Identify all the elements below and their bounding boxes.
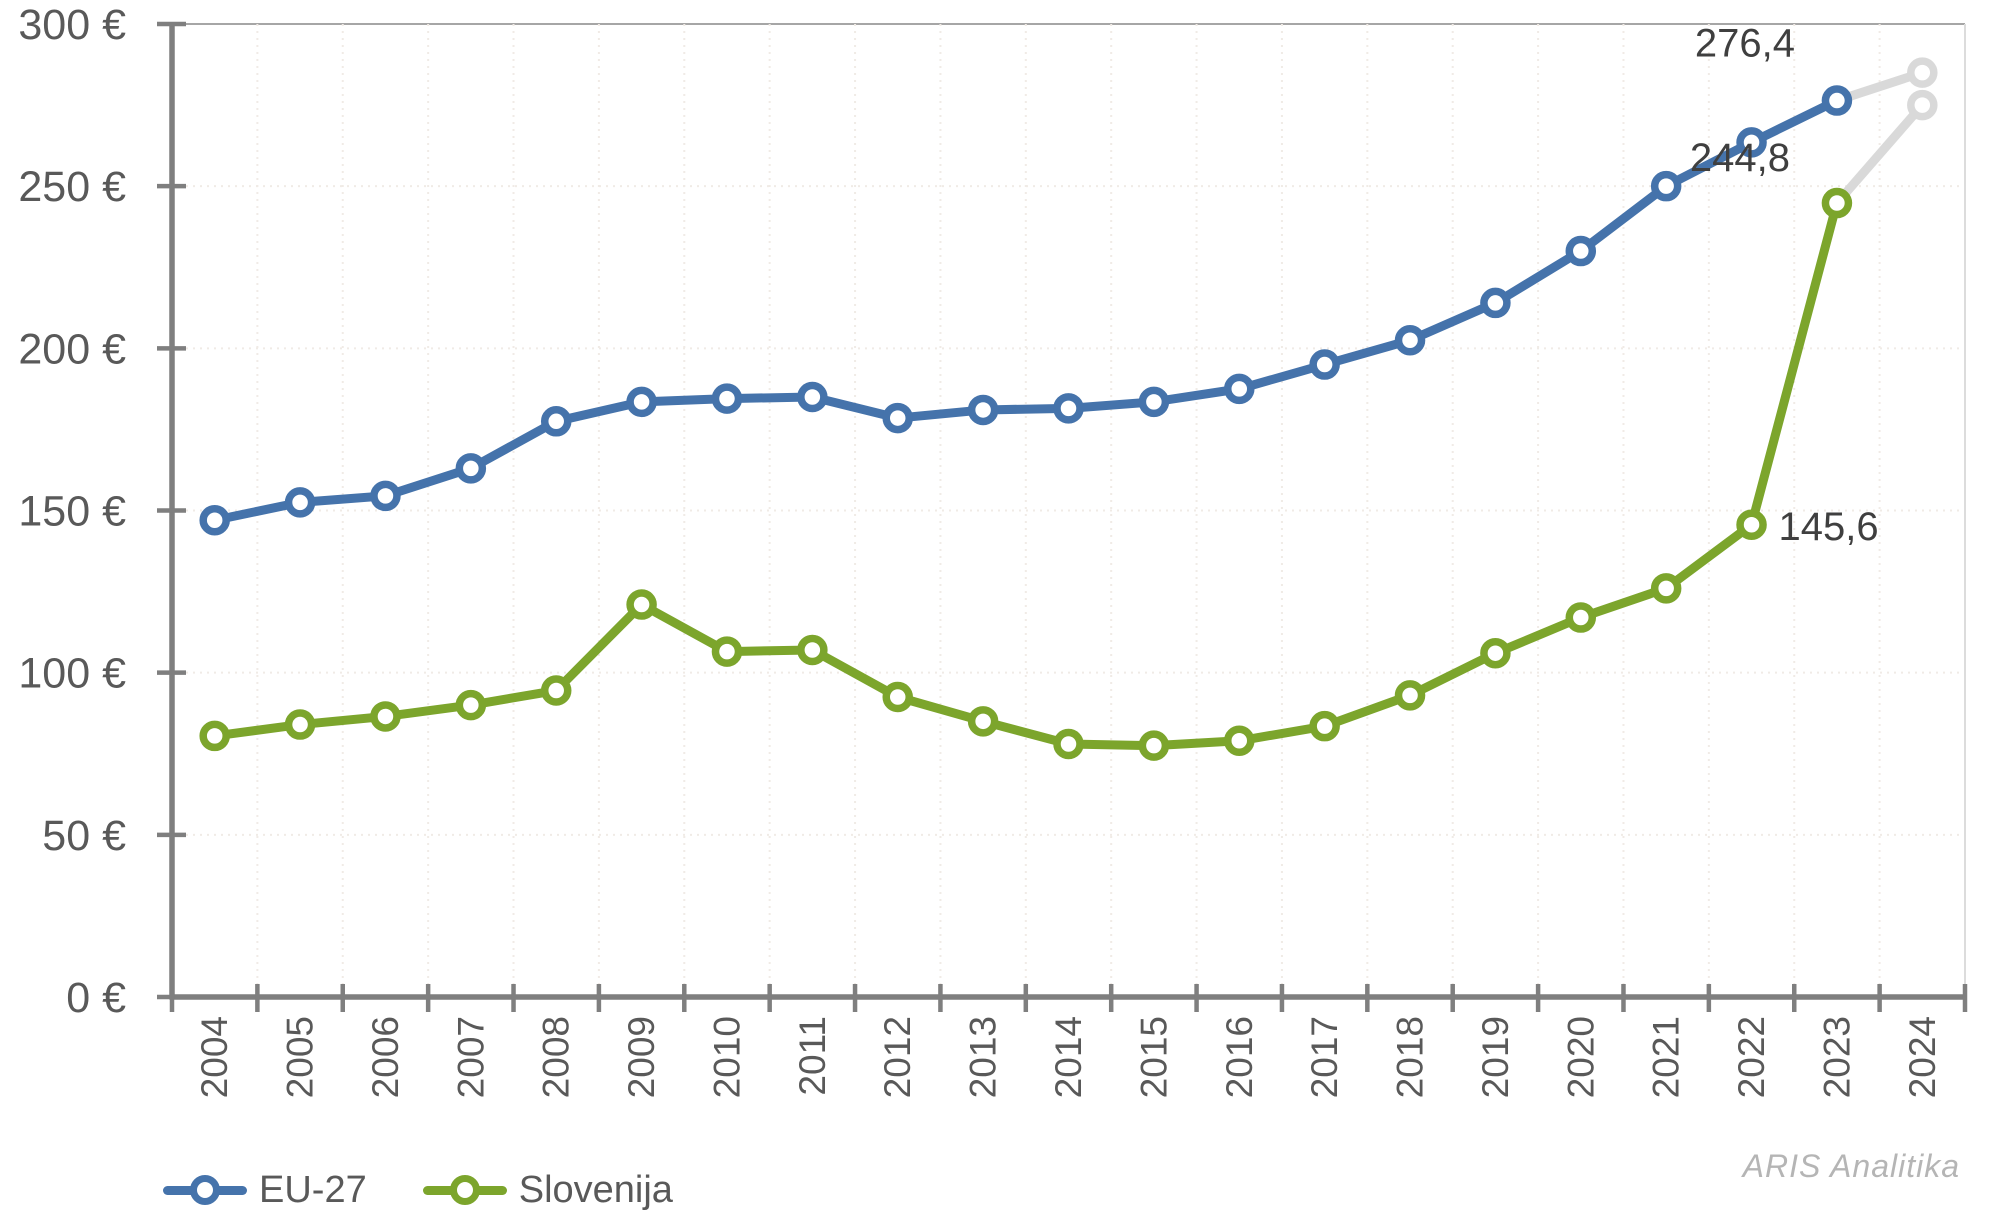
legend: EU-27 Slovenija — [163, 1164, 673, 1216]
legend-label-eu27: EU-27 — [259, 1169, 367, 1211]
x-tick-label: 2024 — [1902, 1016, 1943, 1098]
marker-EU-27-2020 — [1565, 235, 1597, 267]
x-tick-label: 2011 — [792, 1016, 833, 1096]
series-markers — [199, 57, 1938, 761]
marker-Slovenija-2005 — [284, 709, 316, 740]
y-tick-label: 200 € — [18, 325, 126, 373]
marker-Slovenija-2010 — [711, 636, 743, 667]
labels: 0 € 50 € 100 € 150 € 200 € 250 € 300 € 2004 2005… — [18, 1, 1942, 1098]
marker-Slovenija-2020 — [1565, 602, 1597, 633]
marker-EU-27-2011 — [797, 381, 828, 413]
marker-EU-27-2014 — [1053, 393, 1084, 424]
legend-item-slovenija: Slovenija — [422, 1169, 673, 1211]
marker-EU-27-2010 — [711, 383, 743, 414]
marker-Slovenija-2006 — [370, 701, 401, 732]
marker-Slovenija-2012 — [882, 681, 913, 713]
marker-Slovenija-2004 — [199, 720, 230, 752]
data-label-Slovenija-2023: 244,8 — [1690, 136, 1790, 180]
marker-EU-27-2018 — [1394, 324, 1426, 356]
marker-EU-27-2007 — [455, 453, 487, 484]
x-tick-label: 2007 — [450, 1016, 491, 1098]
x-tick-label: 2019 — [1475, 1016, 1516, 1098]
x-tick-label: 2021 — [1646, 1016, 1687, 1098]
marker-EU-27-2019 — [1480, 287, 1511, 319]
x-tick-label: 2018 — [1390, 1016, 1431, 1098]
marker-Slovenija-2018 — [1394, 680, 1426, 711]
x-tick-label: 2015 — [1133, 1016, 1174, 1098]
marker-Slovenija-2019 — [1480, 637, 1511, 669]
y-tick-label: 150 € — [18, 488, 126, 536]
legend-circle-icon — [190, 1175, 220, 1205]
marker-Slovenija-2023 — [1821, 187, 1853, 219]
marker-Slovenija-2014 — [1053, 728, 1084, 760]
x-tick-label: 2014 — [1048, 1016, 1089, 1098]
marker-Slovenija-2008 — [540, 675, 572, 706]
marker-EU-27-2016 — [1224, 373, 1255, 405]
x-tick-label: 2006 — [365, 1016, 406, 1098]
x-tick-label: 2016 — [1219, 1016, 1260, 1098]
y-tick-label: 250 € — [18, 163, 126, 211]
marker-EU-27-2023 — [1821, 85, 1853, 116]
x-tick-label: 2005 — [280, 1016, 321, 1098]
y-tick-label: 300 € — [18, 1, 126, 49]
x-tick-label: 2023 — [1816, 1016, 1857, 1098]
legend-circle-icon — [449, 1175, 480, 1205]
x-tick-label: 2009 — [621, 1016, 662, 1098]
legend-label-slovenija: Slovenija — [518, 1169, 673, 1211]
marker-EU-27-2012 — [882, 402, 913, 434]
data-label-EU-27-2023: 276,4 — [1695, 22, 1795, 66]
gridlines — [172, 23, 1966, 997]
legend-item-eu27: EU-27 — [163, 1171, 367, 1209]
marker-Slovenija-2022 — [1736, 509, 1767, 541]
marker-Slovenija-2024 — [1907, 89, 1938, 121]
marker-EU-27-2004 — [199, 504, 230, 536]
x-tick-label: 2012 — [877, 1016, 918, 1098]
marker-Slovenija-2017 — [1309, 710, 1340, 742]
data-label-Slovenija-2022: 145,6 — [1779, 505, 1879, 549]
marker-EU-27-2022 — [1736, 127, 1767, 158]
x-tick-label: 2022 — [1731, 1016, 1772, 1098]
marker-EU-27-2017 — [1309, 349, 1340, 380]
marker-EU-27-2024 — [1907, 57, 1938, 88]
y-tick-label: 0 € — [66, 974, 126, 1022]
marker-EU-27-2021 — [1650, 170, 1682, 202]
marker-Slovenija-2021 — [1650, 573, 1682, 604]
x-tick-label: 2004 — [194, 1016, 235, 1098]
marker-EU-27-2005 — [284, 487, 316, 518]
axes — [157, 21, 1968, 1012]
marker-Slovenija-2016 — [1224, 725, 1255, 757]
legend-marker-eu27 — [163, 1174, 247, 1206]
x-tick-label: 2020 — [1560, 1016, 1601, 1098]
watermark: ARIS Analitika — [1742, 1148, 1960, 1184]
marker-Slovenija-2011 — [797, 634, 828, 666]
marker-EU-27-2008 — [540, 406, 572, 437]
y-tick-label: 50 € — [42, 812, 126, 860]
series-line-forecast-Slovenija — [1832, 100, 1927, 208]
marker-EU-27-2009 — [626, 386, 657, 418]
series-line-EU-27 — [210, 96, 1842, 525]
marker-Slovenija-2007 — [455, 689, 487, 721]
x-tick-label: 2008 — [536, 1016, 577, 1098]
marker-Slovenija-2015 — [1138, 730, 1170, 761]
x-tick-label: 2010 — [706, 1016, 747, 1098]
y-tick-label: 100 € — [18, 650, 126, 698]
x-tick-label: 2017 — [1304, 1016, 1345, 1098]
legend-marker-slovenija — [422, 1174, 507, 1206]
marker-EU-27-2013 — [967, 394, 999, 426]
marker-EU-27-2015 — [1138, 386, 1170, 418]
marker-Slovenija-2009 — [626, 589, 657, 620]
x-tick-label: 2013 — [963, 1016, 1004, 1098]
marker-Slovenija-2013 — [967, 706, 999, 737]
marker-EU-27-2006 — [370, 480, 401, 512]
